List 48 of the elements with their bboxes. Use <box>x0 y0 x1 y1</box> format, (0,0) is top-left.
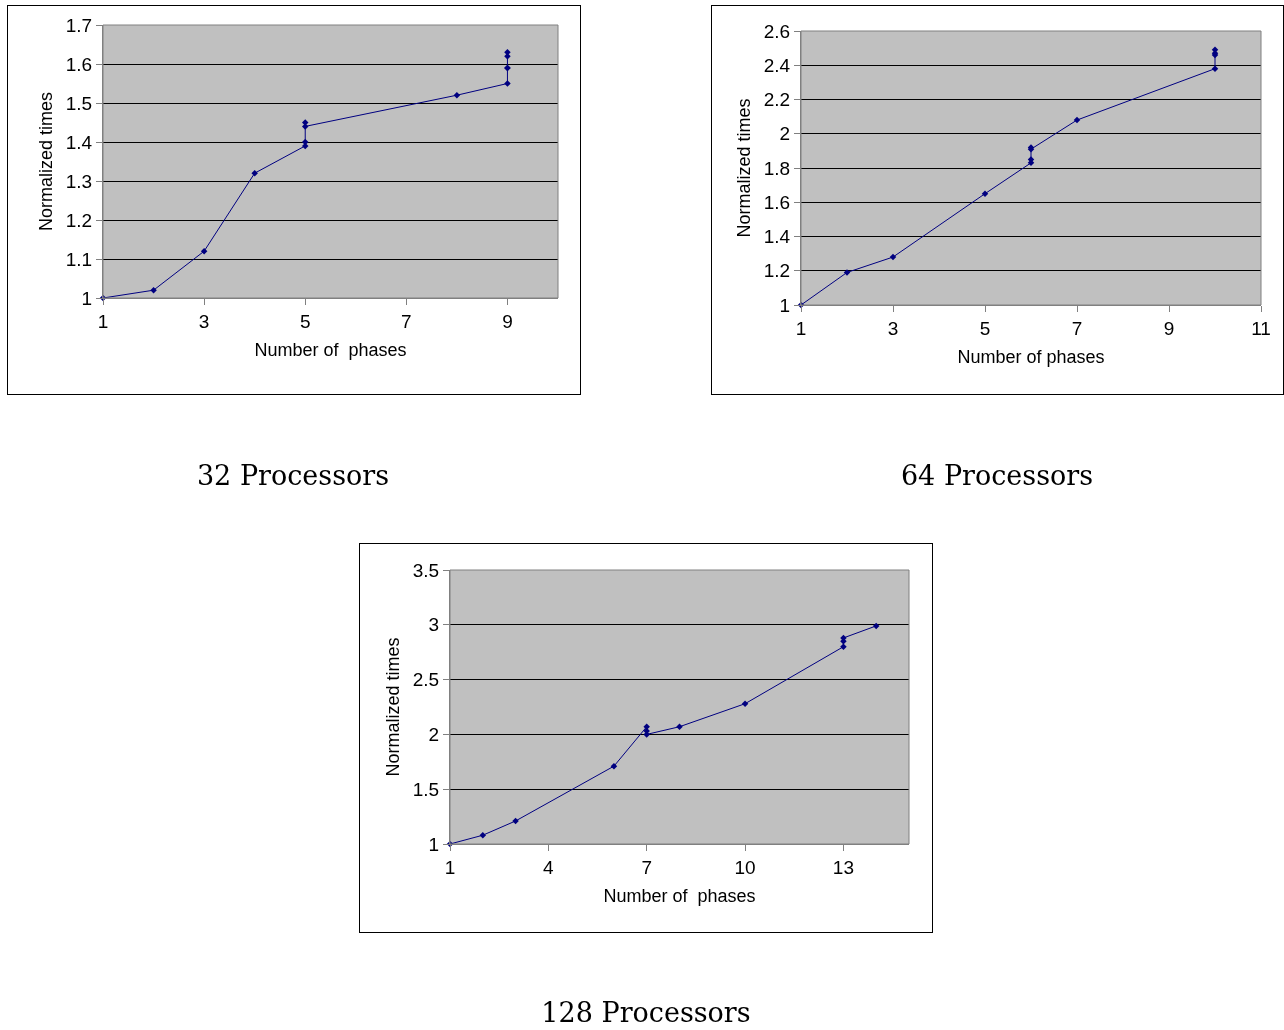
y-tick-label: 1.1 <box>65 248 93 270</box>
y-tick-label: 1.3 <box>65 170 93 192</box>
x-tick-label: 3 <box>198 310 210 332</box>
y-axis-title: Normalized times <box>733 98 754 238</box>
x-tick-label: 1 <box>97 310 109 332</box>
y-tick-label: 2.2 <box>763 89 791 111</box>
y-tick-label: 1.2 <box>763 260 791 282</box>
y-tick-label: 1.7 <box>65 14 93 36</box>
y-axis-title: Normalized times <box>35 91 56 232</box>
x-axis-title: Number of phases <box>254 339 407 360</box>
y-tick-label: 1.5 <box>412 778 440 800</box>
x-tick-label: 1 <box>795 317 807 339</box>
y-axis-title: Normalized times <box>382 637 403 777</box>
y-tick-label: 2.6 <box>763 20 791 42</box>
y-tick-label: 1 <box>428 833 440 855</box>
text: 32 Processors <box>195 460 391 491</box>
x-tick-label: 9 <box>502 310 513 332</box>
y-tick-label: 3 <box>428 614 440 636</box>
x-tick-label: 13 <box>832 856 854 878</box>
x-tick-label: 1 <box>444 856 456 878</box>
y-tick-label: 2.5 <box>412 669 440 691</box>
y-tick-label: 2.4 <box>763 54 791 76</box>
x-tick-label: 5 <box>979 317 991 339</box>
y-tick-label: 1.6 <box>65 53 93 75</box>
x-tick-label: 7 <box>641 856 652 878</box>
x-axis-title: Number of phases <box>957 346 1105 367</box>
text: 128 Processors <box>540 997 752 1028</box>
x-tick-label: 7 <box>1071 317 1083 339</box>
x-axis-title: Number of phases <box>603 885 756 906</box>
y-tick-label: 1 <box>81 287 93 309</box>
x-tick-label: 3 <box>887 317 899 339</box>
y-tick-label: 1.6 <box>763 191 791 213</box>
x-tick-label: 11 <box>1251 317 1271 339</box>
y-tick-label: 1.5 <box>65 92 93 114</box>
x-tick-label: 10 <box>734 856 756 878</box>
y-tick-label: 1.8 <box>763 157 791 179</box>
x-tick-label: 7 <box>401 310 412 332</box>
y-tick-label: 2 <box>428 724 440 746</box>
x-tick-label: 4 <box>543 856 555 878</box>
y-tick-label: 3.5 <box>412 559 440 581</box>
text: 64 Processors <box>899 460 1095 491</box>
y-tick-label: 1.4 <box>65 131 93 153</box>
y-tick-label: 1.2 <box>65 209 93 231</box>
y-tick-label: 1 <box>779 294 791 316</box>
y-tick-label: 2 <box>779 123 791 145</box>
x-tick-label: 9 <box>1163 317 1175 339</box>
y-tick-label: 1.4 <box>763 226 791 248</box>
x-tick-label: 5 <box>299 310 311 332</box>
